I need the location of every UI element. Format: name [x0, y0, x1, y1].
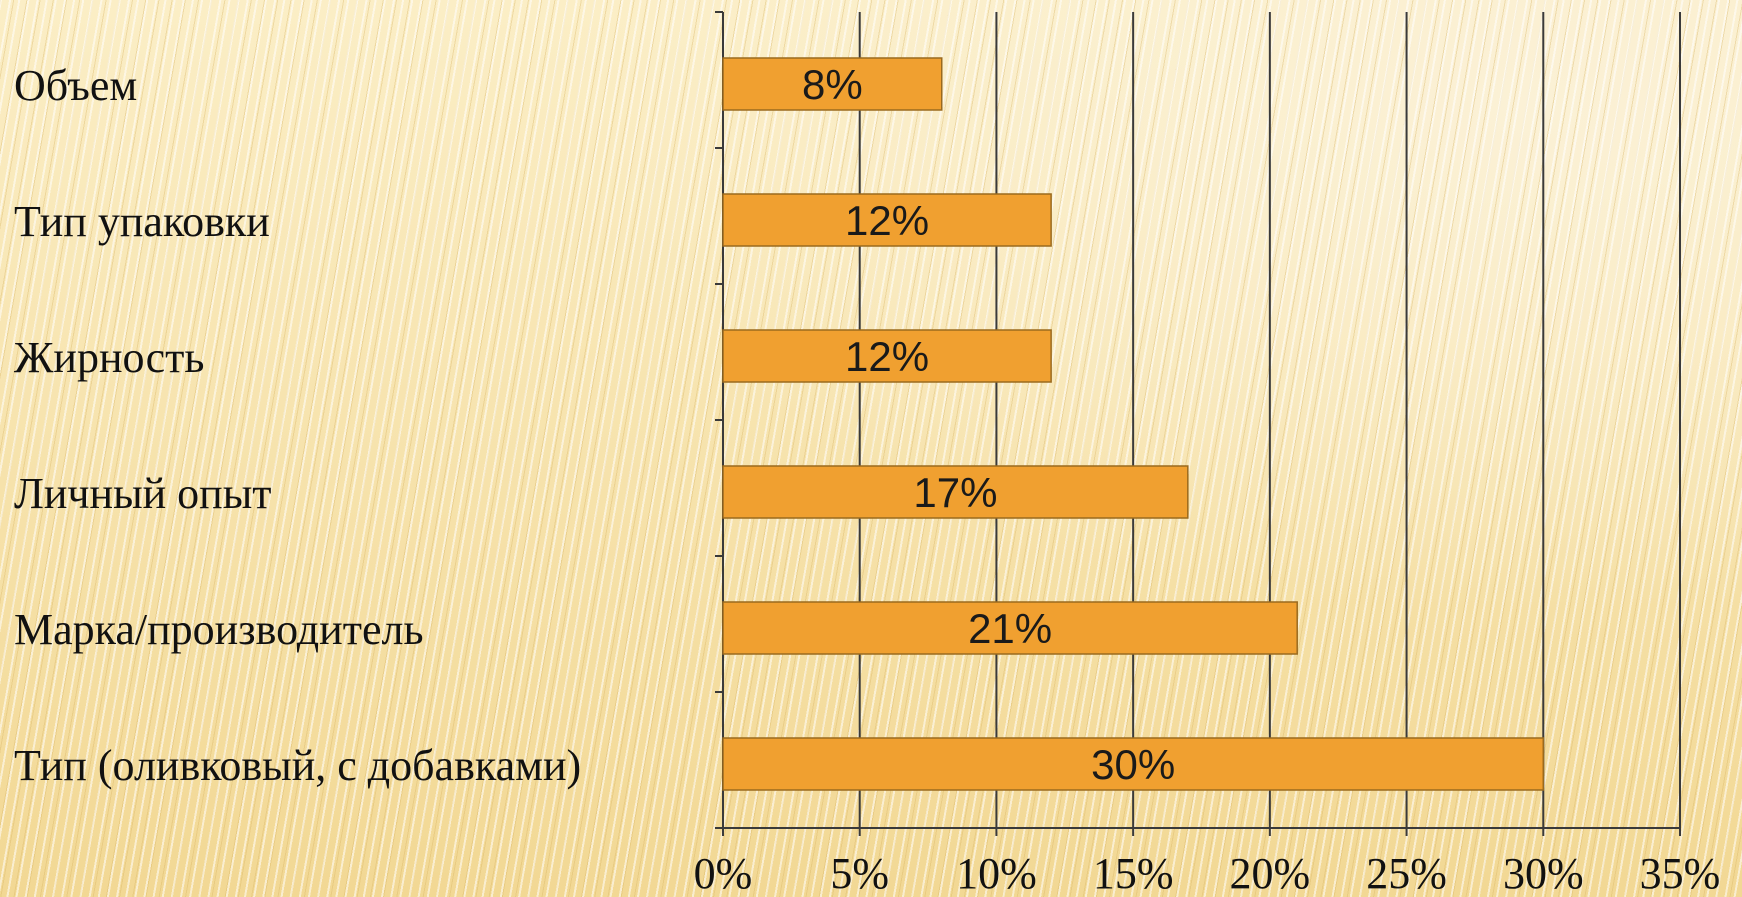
- data-label: 12%: [845, 197, 929, 244]
- x-tick-label: 20%: [1230, 849, 1311, 897]
- bars: [722, 57, 1545, 791]
- category-label: Тип упаковки: [14, 197, 270, 246]
- x-tick-label: 25%: [1366, 849, 1447, 897]
- data-label: 21%: [968, 605, 1052, 652]
- x-tick-label: 5%: [830, 849, 889, 897]
- category-label: Тип (оливковый, с добавками): [14, 741, 581, 790]
- category-label: Объем: [14, 61, 137, 110]
- data-label: 12%: [845, 333, 929, 380]
- x-tick-label: 0%: [694, 849, 753, 897]
- labels: 0% 5% 10% 15% 20% 25% 30% 35% 8% Объем 12% Тип упак…: [14, 61, 1720, 897]
- x-tick-label: 15%: [1093, 849, 1174, 897]
- data-label: 30%: [1091, 741, 1175, 788]
- x-tick-label: 35%: [1640, 849, 1721, 897]
- bar: [722, 737, 1545, 791]
- bar: [722, 57, 943, 111]
- bar: [722, 601, 1298, 655]
- x-tick-label: 30%: [1503, 849, 1584, 897]
- data-label: 17%: [913, 469, 997, 516]
- x-tick-label: 10%: [956, 849, 1037, 897]
- gridlines: [858, 12, 1681, 828]
- category-label: Личный опыт: [14, 469, 272, 518]
- data-label: 8%: [802, 61, 863, 108]
- bar: [722, 193, 1052, 247]
- bar: [722, 465, 1189, 519]
- axes: [715, 11, 1681, 836]
- bar: [722, 329, 1052, 383]
- category-label: Марка/производитель: [14, 605, 424, 654]
- category-label: Жирность: [14, 333, 204, 382]
